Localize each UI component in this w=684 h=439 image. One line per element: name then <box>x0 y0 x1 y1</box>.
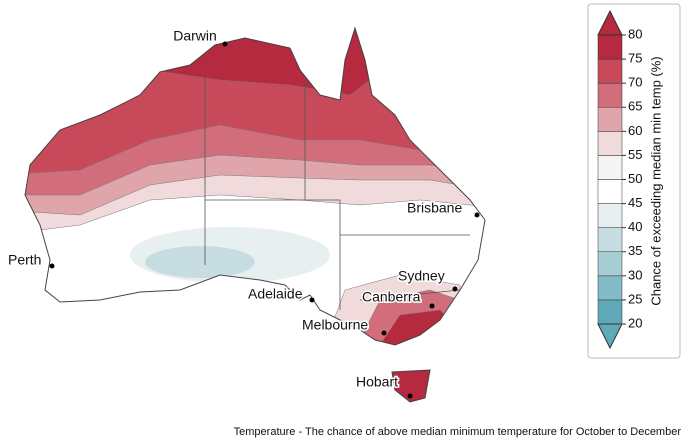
city-dot <box>407 393 413 399</box>
colorbar-bin <box>597 82 623 108</box>
colorbar-tick-label: 65 <box>628 99 642 114</box>
colorbar-tick-label: 75 <box>628 51 642 66</box>
city-dot <box>474 212 480 218</box>
colorbar-bin <box>597 131 623 156</box>
city-label: Melbourne <box>302 317 368 333</box>
city-label: Darwin <box>173 28 217 44</box>
colorbar-tick-label: 30 <box>628 267 642 282</box>
colorbar-bin <box>597 227 623 253</box>
colorbar-tick-label: 70 <box>628 75 642 90</box>
colorbar-tick-label: 50 <box>628 171 642 186</box>
colorbar-tick-label: 35 <box>628 243 642 258</box>
colorbar-bin <box>597 34 623 60</box>
city-label: Canberra <box>362 289 421 305</box>
colorbar-tick-label: 80 <box>628 26 642 41</box>
city-label: Perth <box>8 252 41 268</box>
colorbar-tick-label: 45 <box>628 195 642 210</box>
cities: Darwin Perth Adelaide Brisbane Sydney Canberr… <box>7 26 480 399</box>
colorbar-bin <box>597 107 623 132</box>
city-dot <box>452 286 458 292</box>
colorbar-tick-label: 20 <box>628 315 642 330</box>
colorbar-bin <box>597 251 623 277</box>
coastline <box>24 26 486 403</box>
colorbar-tick-label: 25 <box>628 291 642 306</box>
city-label: Sydney <box>398 268 445 284</box>
colorbar-bin <box>597 203 623 228</box>
city-dot <box>429 303 435 309</box>
city-dot <box>222 41 228 47</box>
city-label: Hobart <box>356 374 398 390</box>
city-dot <box>309 297 315 303</box>
colorbar-bin <box>597 299 623 325</box>
city-label: Brisbane <box>407 200 462 216</box>
colorbar-bin <box>597 155 623 180</box>
colorbar-extend-bottom <box>597 323 623 350</box>
colorbar-label: Chance of exceeding median min temp (%) <box>648 56 663 305</box>
colorbar-bin <box>597 58 623 84</box>
colorbar-tick-label: 55 <box>628 147 642 162</box>
colorbar-tick-label: 40 <box>628 219 642 234</box>
colorbar-bin <box>597 179 623 204</box>
colorbar-extend-top <box>597 9 623 36</box>
caption: Temperature - The chance of above median… <box>234 426 682 438</box>
colorbar-bin <box>597 275 623 301</box>
city-dot <box>381 330 387 336</box>
city-dot <box>49 263 55 269</box>
city-label: Adelaide <box>248 286 303 302</box>
colorbar-tick-label: 60 <box>628 123 642 138</box>
colorbar: 20 25 30 35 40 45 50 55 60 65 70 75 80 Chance of exce… <box>587 3 681 359</box>
